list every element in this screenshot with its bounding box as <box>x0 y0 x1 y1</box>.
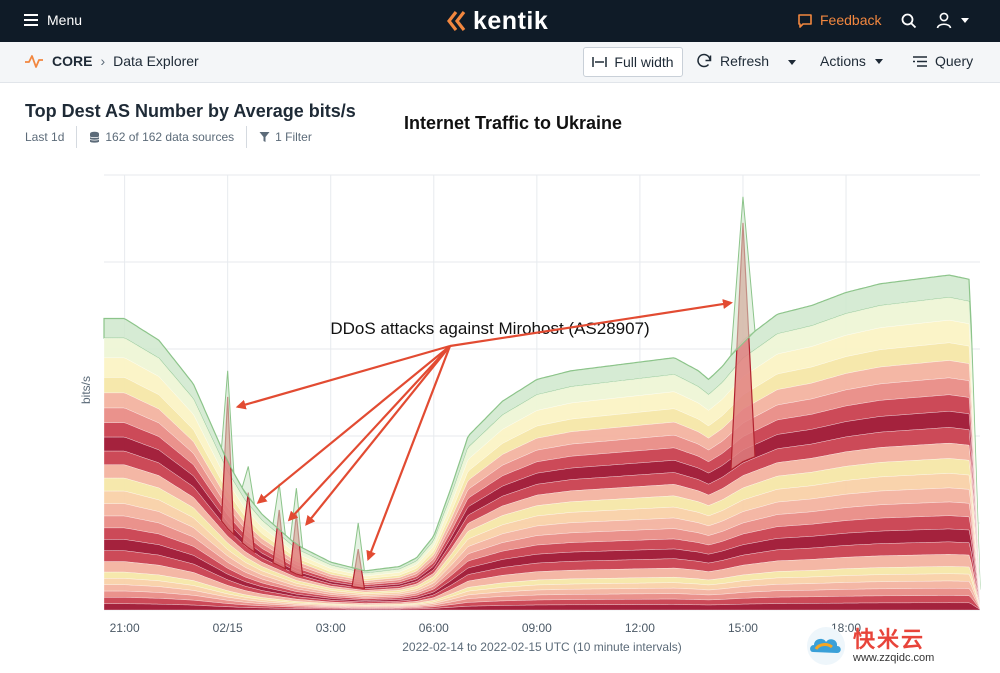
refresh-icon <box>697 53 712 68</box>
callout-arrow <box>256 345 451 504</box>
query-list-icon <box>913 55 927 67</box>
pulse-icon <box>25 55 43 68</box>
breadcrumb: CORE › Data Explorer <box>24 53 199 69</box>
data-sources-label: 162 of 162 data sources <box>105 130 235 144</box>
user-icon <box>936 12 952 29</box>
hamburger-icon <box>24 11 38 29</box>
kentik-logo[interactable]: kentik <box>447 6 548 36</box>
x-tick-label: 06:00 <box>419 621 449 635</box>
annotation-callout: DDoS attacks against Mirohost (AS28907) <box>330 319 649 338</box>
search-icon <box>901 13 917 29</box>
refresh-label: Refresh <box>720 53 770 69</box>
data-sources[interactable]: 162 of 162 data sources <box>89 130 234 144</box>
callout-arrows <box>235 299 733 561</box>
database-icon <box>89 131 100 143</box>
x-axis-ticks: 21:00 02/15 03:00 06:00 09:00 12:00 15:00 18:00 <box>110 621 862 635</box>
stacked-area-layers <box>103 274 981 611</box>
breadcrumb-section[interactable]: CORE <box>52 53 93 69</box>
x-tick-label: 03:00 <box>316 621 346 635</box>
actions-dropdown[interactable]: Actions <box>820 47 883 75</box>
refresh-options-chevron-icon[interactable] <box>788 60 796 65</box>
traffic-chart: 21:00 02/15 03:00 06:00 09:00 12:00 15:00 18:00… <box>79 174 981 654</box>
attack-spike-envelope <box>272 483 287 537</box>
callout-arrow <box>235 344 451 410</box>
chevron-down-icon <box>874 58 883 64</box>
area-series-layer <box>103 602 981 611</box>
callout-arrow <box>366 345 452 561</box>
menu-label: Menu <box>47 12 83 28</box>
top-nav-bar: Menu kentik Feedback <box>0 0 1000 42</box>
query-label: Query <box>935 53 974 69</box>
full-width-icon <box>592 57 608 67</box>
feedback-button[interactable]: Feedback <box>797 12 881 28</box>
time-range[interactable]: Last 1d <box>25 130 65 144</box>
attack-spike-envelope <box>730 196 756 357</box>
divider <box>76 126 78 148</box>
query-meta: Last 1d 162 of 162 data sources 1 Filter <box>25 126 312 148</box>
x-tick-label: 18:00 <box>831 621 861 635</box>
callout-arrow <box>287 345 451 522</box>
watermark: 快米云 www.zzqidc.com <box>805 625 934 667</box>
breadcrumb-page: Data Explorer <box>113 53 199 69</box>
x-tick-label: 12:00 <box>625 621 655 635</box>
speech-bubble-icon <box>798 13 812 28</box>
user-menu[interactable] <box>936 12 969 29</box>
attack-spike-envelope <box>220 370 235 474</box>
search-button[interactable] <box>901 13 917 34</box>
divider <box>246 126 248 148</box>
x-axis-label: 2022-02-14 to 2022-02-15 UTC (10 minute … <box>402 640 681 654</box>
cloud-logo-icon <box>807 627 845 665</box>
watermark-brand: 快米云 <box>853 626 926 652</box>
attack-spike-envelope <box>241 466 255 506</box>
filters-label: 1 Filter <box>275 130 312 144</box>
x-tick-label: 02/15 <box>213 621 243 635</box>
callout-arrow <box>449 299 733 348</box>
refresh-button[interactable]: Refresh <box>696 47 769 75</box>
attack-spikes <box>220 196 756 590</box>
x-tick-label: 21:00 <box>110 621 140 635</box>
filters[interactable]: 1 Filter <box>259 130 312 144</box>
menu-button[interactable]: Menu <box>24 11 82 29</box>
actions-label: Actions <box>820 53 866 69</box>
chevron-right-icon: › <box>100 53 106 69</box>
feedback-label: Feedback <box>820 12 882 28</box>
callout-arrow <box>305 345 451 526</box>
kentik-chevron-icon <box>447 11 466 31</box>
annotation-title: Internet Traffic to Ukraine <box>404 113 623 133</box>
x-tick-label: 15:00 <box>728 621 758 635</box>
page-toolbar: CORE › Data Explorer Full width Refresh … <box>0 42 1000 83</box>
chevron-down-icon <box>961 18 969 23</box>
attack-spike-envelope <box>351 522 365 572</box>
query-title: Top Dest AS Number by Average bits/s <box>25 101 356 121</box>
watermark-url: www.zzqidc.com <box>853 651 935 664</box>
query-button[interactable]: Query <box>912 47 973 75</box>
brand-name: kentik <box>473 6 549 35</box>
full-width-label: Full width <box>614 54 674 70</box>
x-tick-label: 09:00 <box>522 621 552 635</box>
attack-spike <box>241 492 256 554</box>
full-width-button[interactable]: Full width <box>583 47 683 77</box>
y-axis-label: bits/s <box>79 376 93 404</box>
filter-icon <box>259 132 270 142</box>
